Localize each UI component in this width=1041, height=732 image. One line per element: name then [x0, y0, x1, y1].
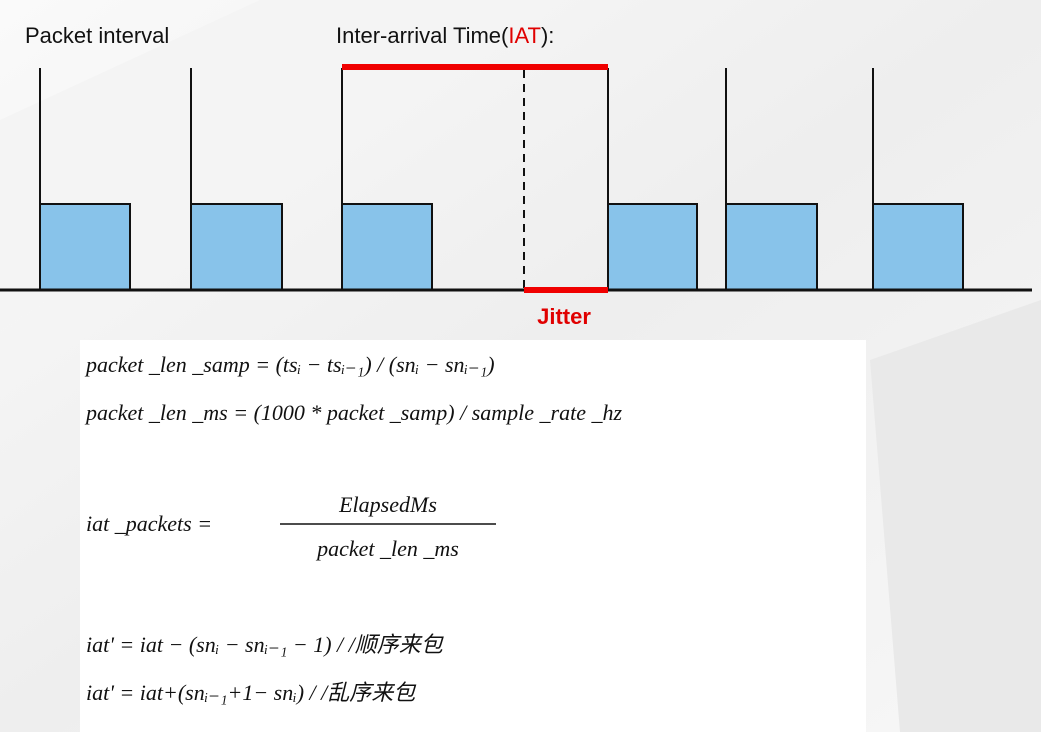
iat-suffix: ): — [541, 23, 554, 48]
background-shape — [870, 300, 1041, 732]
formula-panel — [80, 340, 866, 732]
packets — [39, 203, 964, 291]
packet-interval-label: Packet interval — [25, 23, 169, 48]
iat-highlight: IAT — [508, 23, 541, 48]
denominator: packet _len _ms — [315, 536, 459, 561]
formula: packet _len _samp = (tsᵢ − tsᵢ₋₁) / (snᵢ… — [84, 352, 495, 377]
formula: packet _len _ms = (1000 * packet _samp) … — [84, 400, 622, 425]
iat-label: Inter-arrival Time(IAT): — [336, 23, 554, 48]
formula: iat' = iat − (snᵢ − snᵢ₋₁ − 1) / /顺序来包 — [86, 632, 445, 657]
formula: iat' = iat+(snᵢ₋₁+1− snᵢ) / /乱序来包 — [86, 680, 417, 705]
formula: iat _packets = — [86, 511, 212, 536]
jitter-label: Jitter — [537, 304, 591, 329]
numerator: ElapsedMs — [338, 492, 437, 517]
iat-prefix: Inter-arrival Time( — [336, 23, 509, 48]
